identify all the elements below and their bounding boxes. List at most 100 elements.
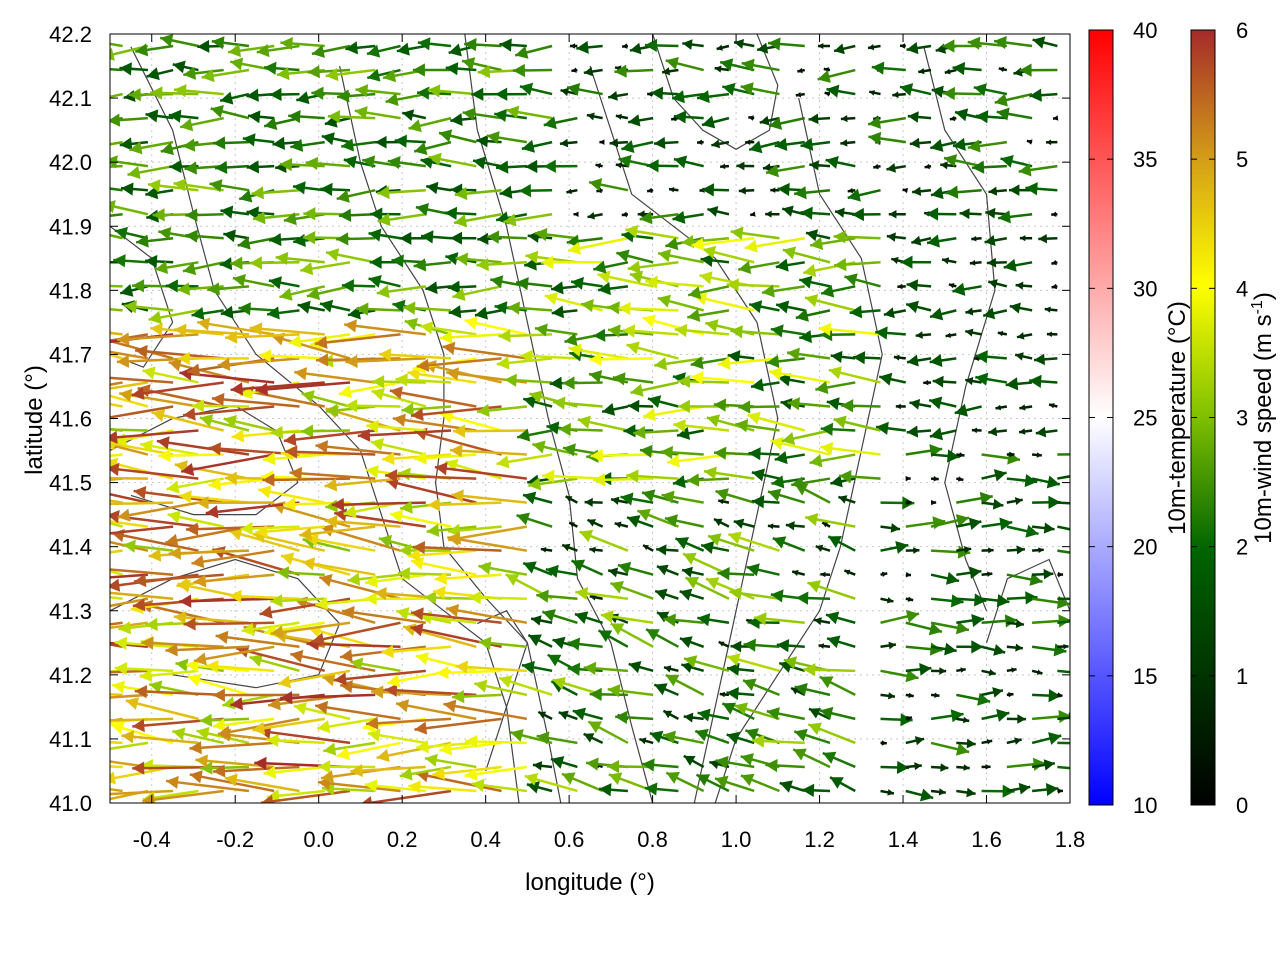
wind-vector	[1018, 163, 1058, 177]
wind-vector-head	[1057, 788, 1063, 794]
wind-vector	[1032, 547, 1044, 554]
wind-vector-head	[132, 598, 146, 612]
wind-vector-head	[666, 772, 680, 784]
wind-vector-head	[447, 280, 460, 294]
wind-vector-head	[228, 44, 241, 58]
wind-vector	[746, 563, 780, 577]
wind-vector	[384, 469, 477, 483]
wind-vector-head	[327, 110, 341, 124]
wind-vector-head	[819, 676, 834, 689]
wind-vector-head	[697, 613, 711, 627]
wind-vector-shaft	[317, 780, 401, 793]
wind-vector	[895, 403, 906, 410]
wind-vector	[626, 515, 654, 528]
wind-vector-head	[110, 113, 121, 127]
wind-vector-head	[690, 356, 704, 370]
wind-vector	[587, 518, 604, 528]
wind-vector	[849, 305, 881, 319]
wind-vector	[1008, 184, 1033, 196]
wind-vector	[110, 569, 123, 576]
wind-vector-shaft	[271, 503, 351, 528]
wind-vector	[412, 540, 502, 555]
wind-vector-head	[290, 138, 304, 152]
wind-vector	[851, 207, 881, 222]
wind-vector	[527, 634, 553, 648]
wind-vector	[255, 381, 351, 396]
wind-vector-head	[416, 358, 430, 372]
wind-vector	[360, 789, 452, 803]
wind-vector-head	[868, 115, 882, 129]
wind-vector	[911, 235, 932, 246]
wind-vector-head	[988, 279, 998, 289]
wind-vector-head	[895, 403, 901, 410]
wind-vector-head	[393, 413, 406, 427]
wind-vector	[918, 67, 932, 75]
wind-vector-head	[158, 226, 172, 240]
wind-vector	[774, 137, 805, 152]
wind-vector-head	[264, 117, 278, 130]
wind-vector-head	[750, 211, 756, 217]
wind-vector	[971, 427, 982, 434]
wind-vector-head	[793, 748, 807, 761]
wind-vector	[905, 692, 914, 699]
wind-vector-head	[132, 761, 145, 775]
wind-vector-head	[595, 163, 601, 169]
wind-vector-head	[547, 654, 562, 667]
wind-vector-head	[477, 403, 490, 418]
wind-vector-head	[683, 552, 697, 565]
wind-vector-head	[220, 305, 234, 319]
wind-vector-head	[930, 186, 944, 200]
wind-vector-head	[283, 212, 297, 226]
wind-vector-head	[765, 210, 772, 218]
wind-vector-head	[270, 425, 283, 440]
wind-vector	[909, 137, 932, 149]
wind-vector-head	[116, 354, 130, 368]
wind-vector-head	[1034, 353, 1045, 366]
wind-vector-head	[992, 498, 1004, 510]
wind-vector-head	[645, 275, 658, 289]
wind-vector-head	[965, 307, 974, 316]
wind-vector-head	[781, 432, 796, 445]
wind-vector-head	[1073, 592, 1085, 605]
wind-vector-head	[1036, 452, 1042, 458]
wind-vector-head	[797, 67, 803, 74]
wind-vector	[447, 280, 477, 294]
wind-vector-head	[824, 91, 831, 97]
wind-vector-head	[249, 322, 263, 336]
wind-vector-head	[201, 69, 215, 83]
wind-vector	[714, 65, 730, 73]
wind-vector-head	[714, 65, 722, 73]
wind-vector-head	[969, 259, 976, 266]
wind-vector	[371, 387, 427, 408]
wind-vector-head	[255, 524, 268, 539]
wind-vector	[504, 373, 553, 387]
wind-vector-head	[322, 673, 336, 687]
wind-vector-head	[572, 707, 587, 721]
wind-vector	[476, 403, 527, 418]
wind-vector-head	[512, 63, 525, 78]
wind-vector	[597, 282, 629, 296]
wind-vector-head	[701, 183, 715, 197]
wind-vector-head	[189, 770, 203, 784]
wind-vector-shaft	[447, 536, 528, 552]
wind-vector	[942, 86, 982, 101]
wind-vector-head	[540, 547, 547, 553]
wind-vector-head	[815, 380, 829, 394]
wind-vector-head	[316, 353, 329, 367]
wind-vector-head	[490, 275, 504, 289]
wind-vector-head	[986, 739, 993, 745]
wind-vector-head	[217, 725, 231, 739]
wind-vector-head	[135, 43, 149, 57]
wind-vector-head	[955, 621, 969, 635]
wind-vector	[930, 788, 946, 796]
wind-vector-head	[1000, 154, 1014, 168]
wind-vector	[472, 156, 502, 170]
wind-vector-head	[953, 137, 966, 151]
wind-vector	[956, 593, 987, 607]
wind-vector-head	[416, 740, 429, 754]
x-tick-label: 0.0	[303, 827, 334, 852]
wind-vector-head	[499, 675, 513, 688]
x-tick-label: -0.2	[216, 827, 254, 852]
wind-vector-head	[615, 113, 622, 120]
wind-vector	[905, 475, 911, 482]
